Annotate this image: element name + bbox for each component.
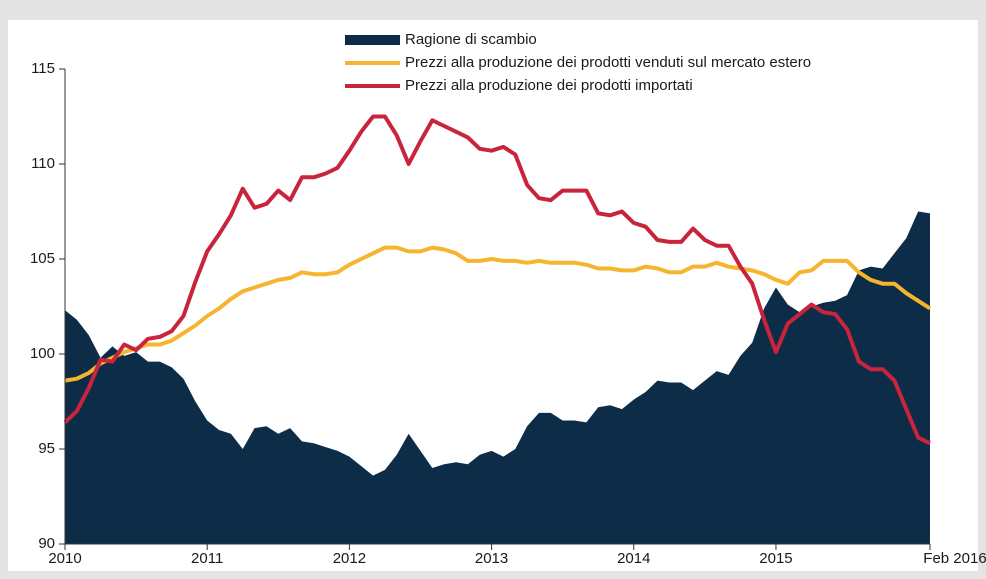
legend-label: Prezzi alla produzione dei prodotti impo… — [405, 77, 693, 94]
x-tick-label: 2012 — [333, 550, 366, 567]
area — [65, 211, 930, 544]
x-tick-label: 2015 — [759, 550, 792, 567]
x-tick-label: 2011 — [191, 550, 223, 567]
y-tick-label: 115 — [31, 60, 55, 77]
line — [64, 245, 932, 383]
y-tick-label: 100 — [30, 345, 55, 362]
y-tick-label: 95 — [38, 440, 55, 457]
x-tick-label: 2010 — [48, 550, 81, 567]
line — [63, 114, 931, 446]
x-tick-label: 2013 — [475, 550, 508, 567]
y-tick-label: 90 — [38, 535, 55, 552]
x-tick-label: Feb 2016 — [923, 550, 986, 567]
y-tick-label: 110 — [31, 155, 55, 172]
legend-label: Prezzi alla produzione dei prodotti vend… — [405, 54, 811, 71]
x-tick-label: 2014 — [617, 550, 650, 567]
legend-swatch — [345, 35, 400, 45]
legend-label: Ragione di scambio — [405, 31, 537, 48]
y-tick-label: 105 — [30, 250, 55, 267]
